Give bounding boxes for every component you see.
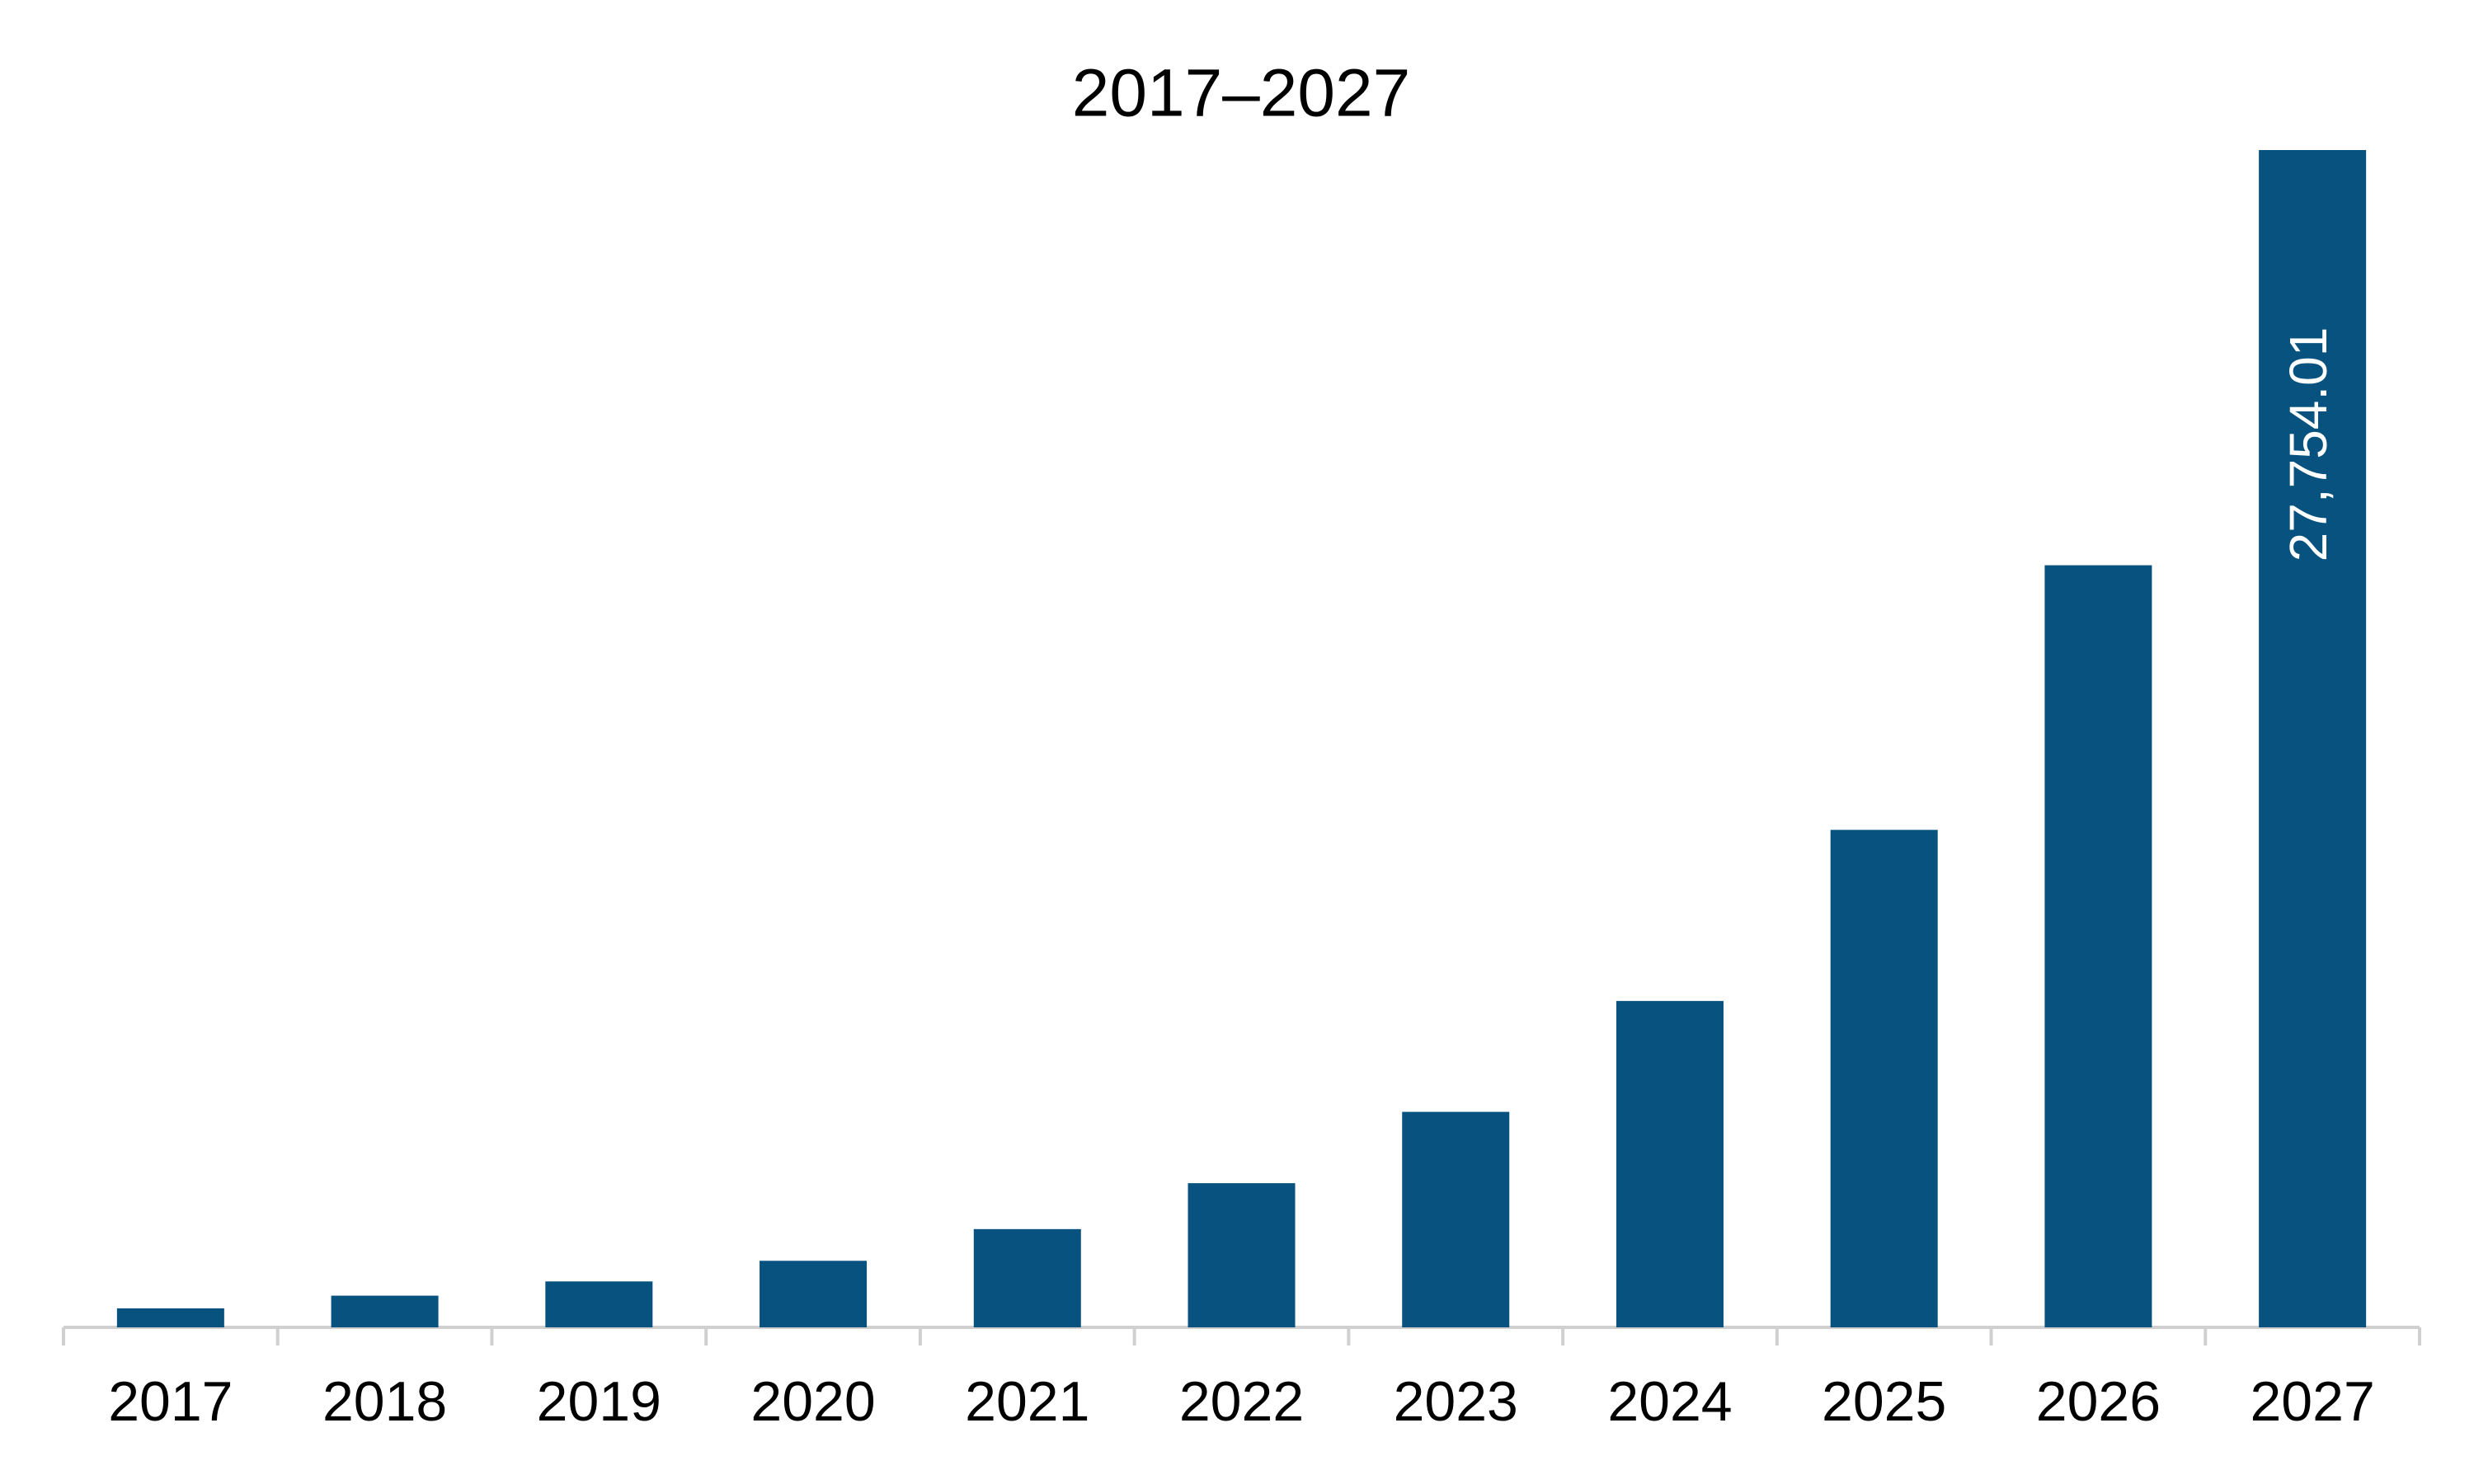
x-tick-label: 2019 bbox=[537, 1370, 661, 1433]
x-tick-label: 2027 bbox=[2250, 1370, 2374, 1433]
x-tick-label: 2025 bbox=[1822, 1370, 1946, 1433]
x-tick-label: 2017 bbox=[108, 1370, 233, 1433]
bar bbox=[1402, 1111, 1510, 1327]
bar bbox=[2044, 565, 2152, 1327]
x-tick-label: 2021 bbox=[965, 1370, 1089, 1433]
bar bbox=[760, 1261, 868, 1327]
value-label: 27,754.01 bbox=[2279, 327, 2338, 562]
bar bbox=[545, 1281, 653, 1327]
chart-title: 2017–2027 bbox=[1072, 56, 1410, 131]
x-tick-label: 2024 bbox=[1607, 1370, 1732, 1433]
bar bbox=[2259, 150, 2367, 1327]
bar bbox=[331, 1295, 439, 1327]
bar bbox=[1616, 1001, 1724, 1327]
bar bbox=[973, 1228, 1081, 1327]
x-tick-label: 2018 bbox=[322, 1370, 447, 1433]
x-tick-label: 2020 bbox=[750, 1370, 875, 1433]
bar bbox=[1830, 829, 1938, 1327]
bar bbox=[116, 1308, 224, 1327]
x-tick-label: 2026 bbox=[2036, 1370, 2161, 1433]
x-tick-label: 2022 bbox=[1179, 1370, 1304, 1433]
bar bbox=[1188, 1183, 1296, 1327]
x-tick-label: 2023 bbox=[1394, 1370, 1518, 1433]
